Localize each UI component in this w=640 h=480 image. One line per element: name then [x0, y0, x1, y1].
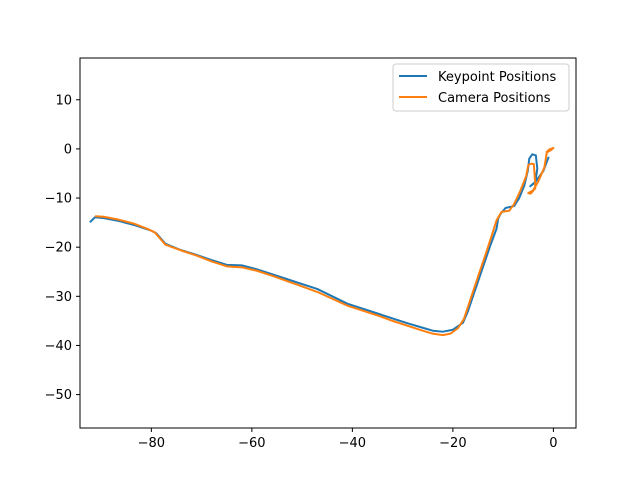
x-tick-label: −80	[138, 436, 165, 451]
series-line-0	[89, 153, 550, 333]
y-tick-label: −20	[45, 241, 72, 256]
y-tick-label: −50	[45, 388, 72, 403]
y-tick-label: −40	[45, 339, 72, 354]
x-tick-label: −60	[238, 436, 265, 451]
y-tick-label: −10	[45, 192, 72, 207]
y-axis: 10 0 −10 −20 −30 −40 −50	[45, 93, 80, 403]
plot-frame	[79, 57, 577, 429]
x-axis: −80 −60 −40 −20 0	[138, 428, 558, 451]
y-tick-label: 10	[55, 93, 72, 108]
legend-box	[392, 63, 570, 112]
x-tick-label: −40	[339, 436, 366, 451]
legend-label-camera: Camera Positions	[438, 91, 551, 106]
x-tick-label: 0	[549, 436, 557, 451]
series-layer	[89, 146, 555, 337]
legend: Keypoint Positions Camera Positions	[392, 63, 570, 112]
y-tick-label: −30	[45, 290, 72, 305]
x-tick-label: −20	[439, 436, 466, 451]
legend-label-keypoint: Keypoint Positions	[438, 70, 556, 85]
y-tick-label: 0	[64, 142, 72, 157]
series-line-1	[95, 146, 555, 337]
